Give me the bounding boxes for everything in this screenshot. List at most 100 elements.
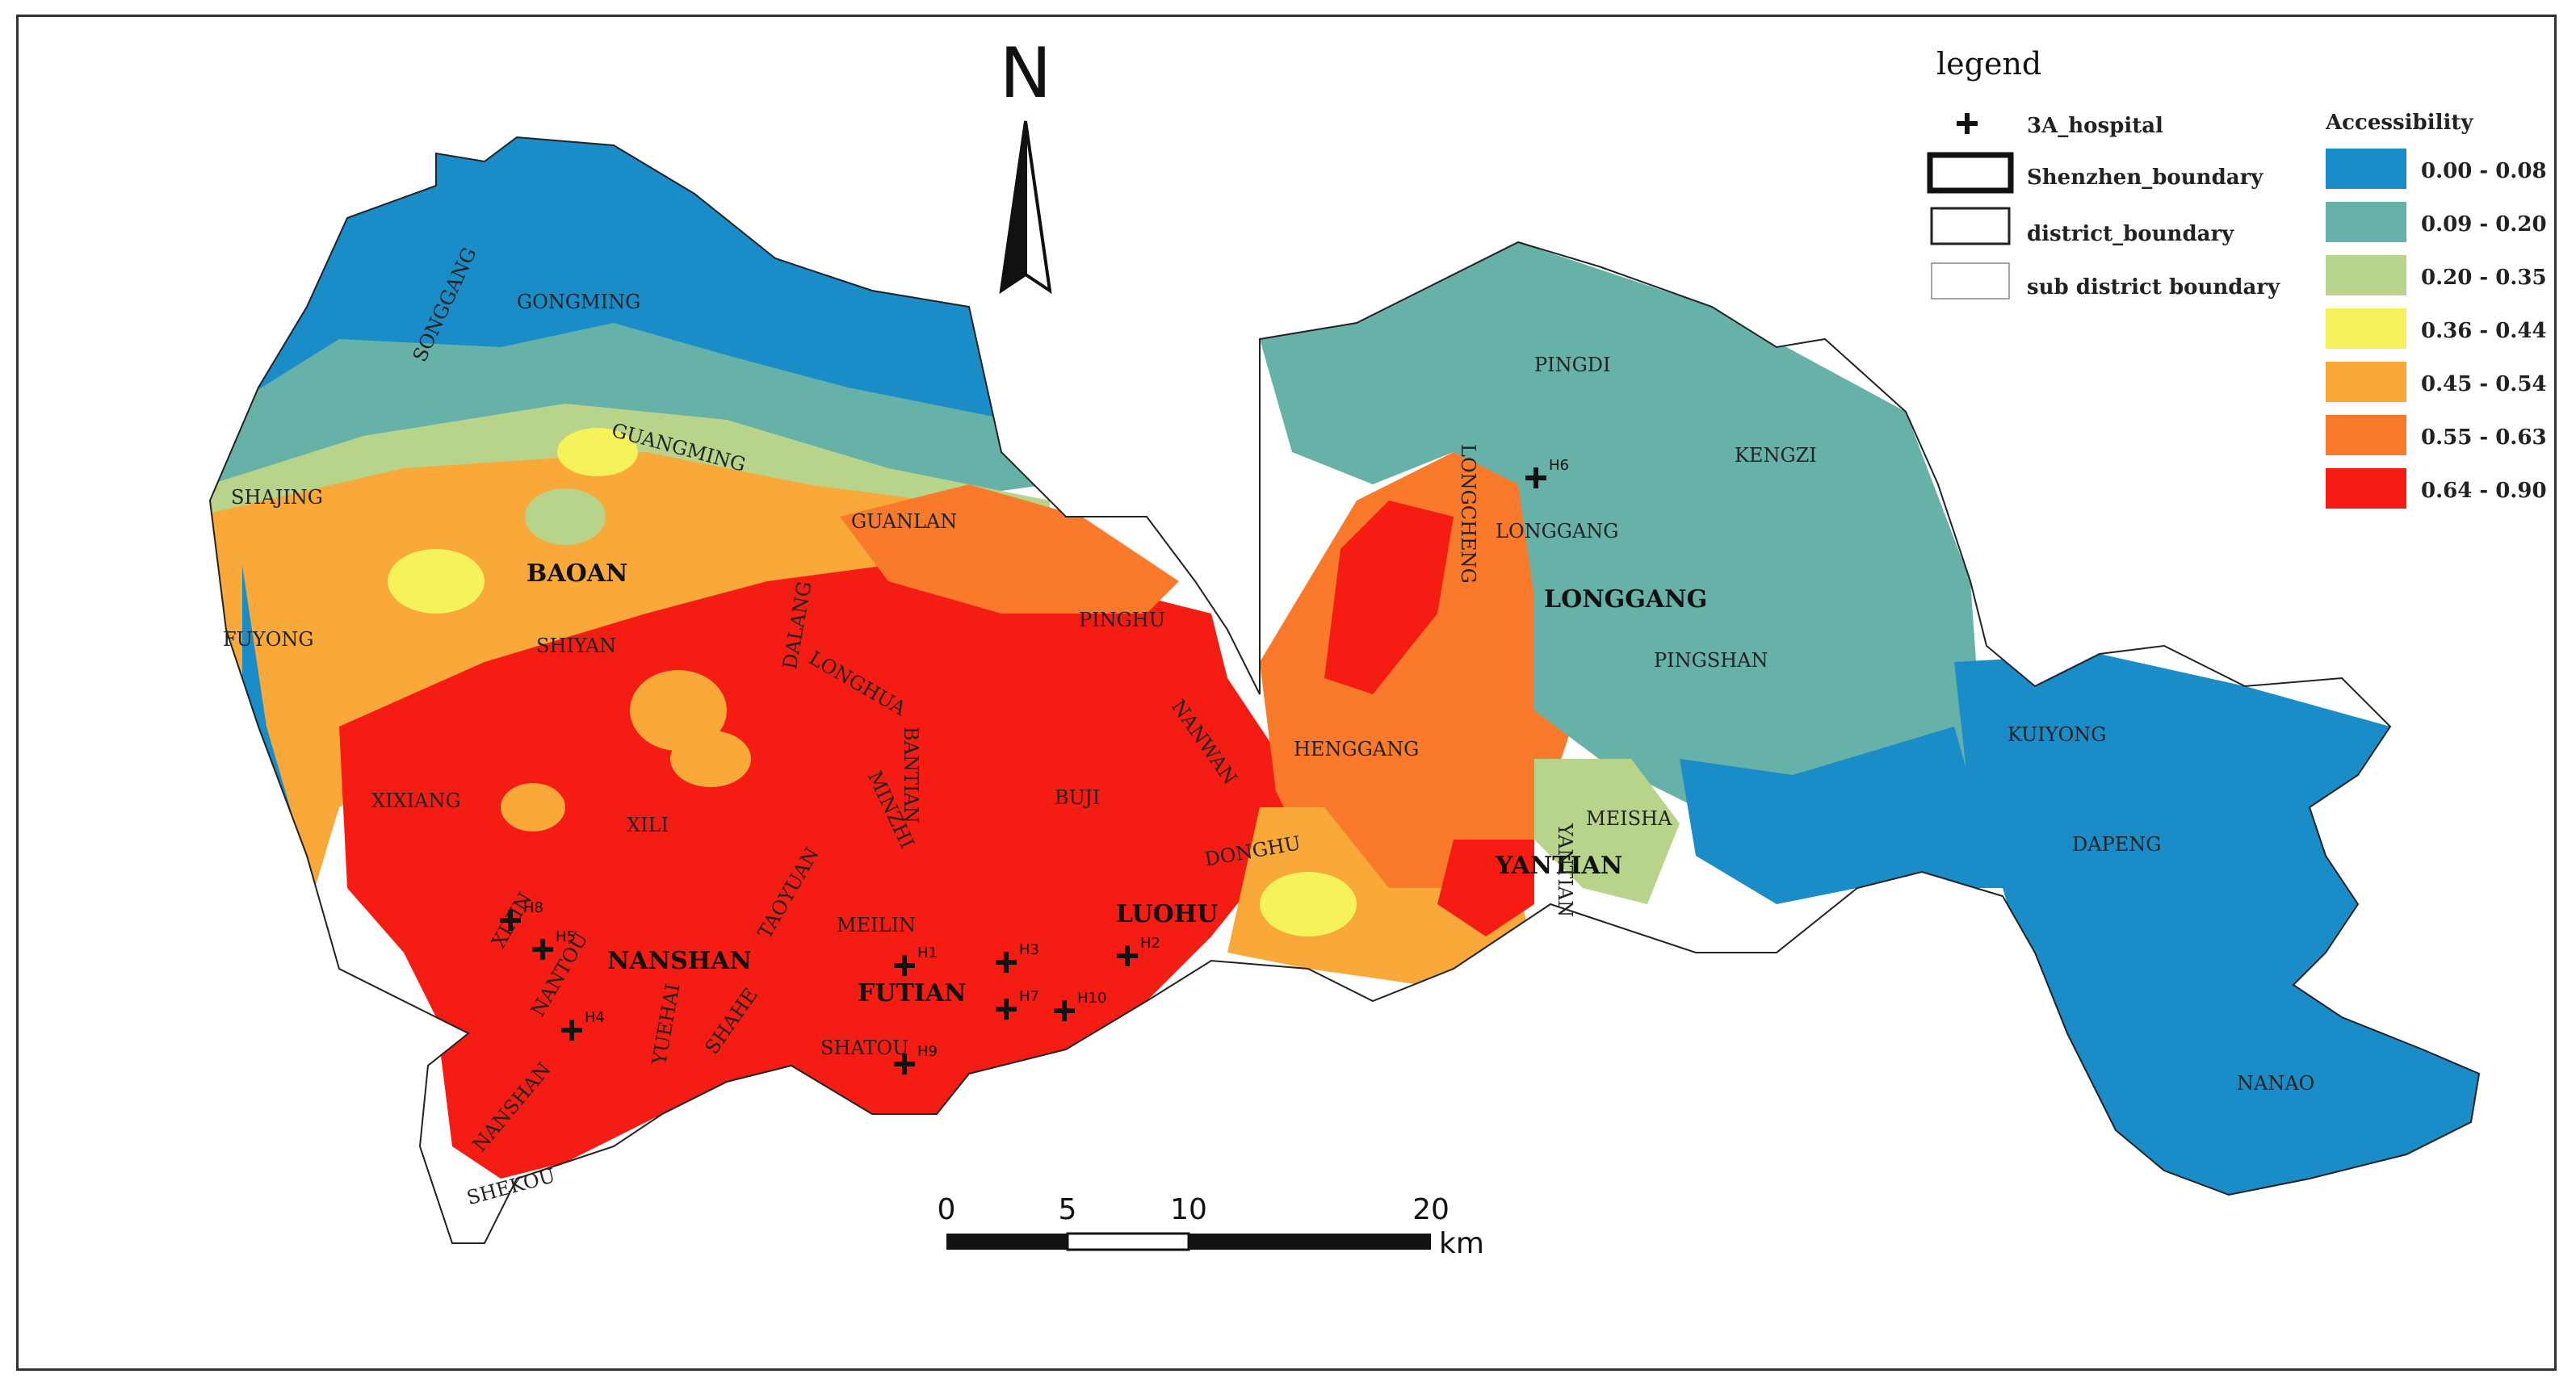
north-label: N — [1000, 33, 1051, 114]
subdistrict-label: NANAO — [2237, 1072, 2314, 1095]
hospital-marker: H1 — [894, 945, 938, 976]
subdistrict-label: GUANLAN — [851, 510, 957, 533]
accessibility-class-swatch — [2326, 255, 2406, 295]
subdistrict-label: XILI — [627, 814, 669, 836]
hospital-markers: H1 H2 H3 H4 H5 H6 H7 H8 H9 H10 — [500, 457, 1569, 1075]
legend-shenzhen-boundary: Shenzhen_boundary — [1927, 152, 2263, 194]
district-label: BAOAN — [527, 559, 627, 588]
subdistrict-label: LONGGANG — [1496, 520, 1618, 542]
hospital-marker: H3 — [996, 941, 1039, 973]
accessibility-class-label: 0.09 - 0.20 — [2421, 212, 2547, 237]
accessibility-class-label: 0.55 - 0.63 — [2421, 425, 2547, 450]
legend-title: legend — [1936, 46, 2041, 82]
subdistrict-label: LONGCHENG — [1457, 444, 1479, 584]
class-0-45-0-54-patch — [670, 731, 751, 787]
class-0-45-0-54-patch — [630, 670, 727, 751]
district-label: YANTIAN — [1495, 852, 1622, 880]
accessibility-class-swatch — [2326, 149, 2406, 189]
subdistrict-label: MEISHA — [1586, 807, 1672, 830]
subdistrict-label: FUYONG — [223, 628, 314, 651]
legend-hospital-label: 3A_hospital — [2027, 114, 2163, 138]
hospital-label: H2 — [1140, 935, 1160, 952]
subdistrict-label: GONGMING — [517, 291, 640, 313]
hospital-label: H8 — [523, 899, 543, 916]
scale-tick-20: 20 — [1412, 1193, 1450, 1226]
subdistrict-label: PINGSHAN — [1654, 649, 1768, 672]
class-0-64-0-90-east — [1324, 501, 1454, 694]
accessibility-class-swatch — [2326, 468, 2406, 509]
subdistrict-label: BANTIAN — [900, 727, 922, 823]
accessibility-title: Accessibility — [2325, 111, 2473, 135]
accessibility-class-swatch — [2326, 202, 2406, 242]
hospital-label: H5 — [556, 928, 576, 945]
class-0-64-0-90-central — [339, 565, 1292, 1179]
hospital-marker: H7 — [996, 988, 1039, 1020]
legend: legend 3A_hospital Shenzhen_boundary dis… — [1927, 46, 2547, 509]
north-arrow: N — [999, 33, 1052, 295]
class-0-45-0-54-east — [1227, 807, 1534, 985]
subdistrict-label: SHAJING — [231, 486, 323, 509]
hospital-marker: H5 — [532, 928, 576, 960]
hospital-label: H7 — [1019, 988, 1039, 1005]
hospital-label: H3 — [1019, 941, 1039, 958]
subdistrict-label: YANTIAN — [1554, 823, 1576, 917]
accessibility-class-swatch — [2326, 362, 2406, 402]
class-0-00-0-08-east2 — [1680, 727, 1987, 904]
hospital-marker: H2 — [1117, 935, 1160, 966]
accessibility-class-label: 0.20 - 0.35 — [2421, 266, 2547, 290]
legend-subdistrict-label: sub district boundary — [2027, 275, 2280, 300]
hospital-label: H10 — [1077, 990, 1106, 1007]
district-labels: BAOAN NANSHAN FUTIAN LUOHU LONGGANG YANT… — [527, 559, 1707, 1008]
subdistrict-label: KUIYONG — [2008, 723, 2106, 746]
hospital-marker: H8 — [500, 899, 543, 931]
subdistrict-label: SHATOU — [820, 1037, 908, 1059]
subdistrict-label: HENGGANG — [1294, 738, 1419, 760]
district-label: FUTIAN — [858, 979, 967, 1008]
class-0-64-0-90-yantian — [1437, 840, 1534, 936]
legend-hospital: 3A_hospital — [1957, 113, 2163, 138]
class-0-36-0-44-patch — [1260, 872, 1357, 936]
class-0-55-0-63-north — [840, 484, 1179, 614]
legend-shenzhen-label: Shenzhen_boundary — [2027, 165, 2263, 190]
subdistrict-label: XIXIANG — [371, 790, 461, 812]
class-0-09-0-20-east — [1260, 242, 1987, 888]
accessibility-class-label: 0.64 - 0.90 — [2421, 479, 2547, 503]
scale-tick-0: 0 — [938, 1193, 956, 1226]
scale-unit: km — [1439, 1227, 1484, 1260]
legend-district-boundary: district_boundary — [1930, 207, 2234, 246]
subdistrict-label: MEILIN — [837, 914, 916, 936]
hospital-marker: H4 — [561, 1009, 605, 1041]
accessibility-classes: 0.00 - 0.08 0.09 - 0.20 0.20 - 0.35 0.36 - … — [2326, 149, 2547, 509]
legend-district-label: district_boundary — [2027, 222, 2234, 246]
subdistrict-label: DAPENG — [2072, 833, 2161, 856]
district-label: LONGGANG — [1544, 585, 1707, 614]
class-0-36-0-44-patch — [557, 428, 638, 476]
scale-bar: 0 5 10 20 km — [938, 1193, 1484, 1260]
class-0-20-0-35-meisha — [1534, 759, 1680, 904]
subdistrict-label: BUJI — [1055, 786, 1100, 809]
class-0-36-0-44-patch — [388, 549, 485, 614]
subdistrict-label: PINGHU — [1079, 609, 1165, 631]
hospital-label: H9 — [917, 1043, 938, 1060]
district-label: NANSHAN — [607, 947, 752, 975]
legend-subdistrict-boundary: sub district boundary — [1931, 262, 2280, 300]
hospital-label: H4 — [585, 1009, 605, 1026]
scale-tick-10: 10 — [1170, 1193, 1207, 1226]
accessibility-class-label: 0.45 - 0.54 — [2421, 372, 2547, 396]
class-0-36-0-44-patch — [525, 488, 606, 545]
class-0-45-0-54-patch — [501, 783, 565, 832]
accessibility-class-label: 0.36 - 0.44 — [2421, 319, 2547, 343]
hospital-marker: H9 — [894, 1043, 938, 1075]
accessibility-class-swatch — [2326, 415, 2406, 455]
subdistrict-label: SHIYAN — [536, 635, 616, 657]
hospital-label: H6 — [1549, 457, 1569, 474]
subdistrict-label: PINGDI — [1534, 354, 1611, 376]
hospital-marker: H6 — [1525, 457, 1569, 488]
hospital-label: H1 — [917, 945, 938, 961]
accessibility-class-swatch — [2326, 308, 2406, 349]
district-label: LUOHU — [1116, 900, 1218, 928]
hospital-marker: H10 — [1054, 990, 1106, 1021]
accessibility-surface — [210, 137, 2479, 1211]
subdistrict-label: KENGZI — [1735, 444, 1817, 467]
